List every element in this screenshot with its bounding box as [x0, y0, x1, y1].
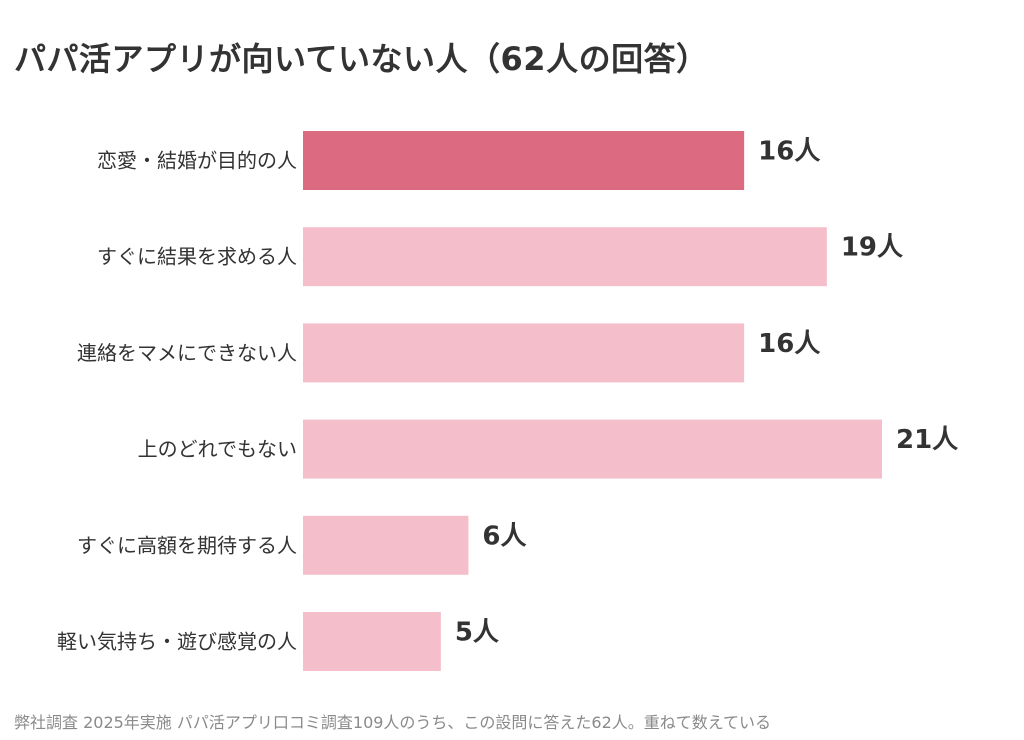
value-label: 16人 — [758, 137, 820, 167]
bar — [303, 419, 882, 479]
footnote: 弊社調査 2025年実施 パパ活アプリ口コミ調査109人のうち、この設問に答えた… — [14, 713, 771, 732]
category-label: すぐに結果を求める人 — [97, 245, 297, 269]
bar — [303, 227, 827, 287]
category-label: 上のどれでもない — [138, 437, 297, 461]
bar — [303, 612, 441, 671]
category-label: 恋愛・結婚が目的の人 — [97, 149, 297, 173]
value-label: 5人 — [455, 618, 499, 648]
value-label: 21人 — [896, 425, 958, 455]
value-label: 6人 — [482, 521, 526, 551]
bar — [303, 323, 745, 383]
value-label: 19人 — [841, 233, 903, 263]
bar — [303, 131, 745, 190]
chart-title: パパ活アプリが向いていない人（62人の回答） — [14, 40, 709, 78]
category-label: 連絡をマメにできない人 — [77, 341, 297, 365]
bar — [303, 515, 469, 575]
value-label: 16人 — [758, 329, 820, 359]
category-label: 軽い気持ち・遊び感覚の人 — [57, 630, 297, 654]
category-label: すぐに高額を期待する人 — [77, 533, 297, 557]
